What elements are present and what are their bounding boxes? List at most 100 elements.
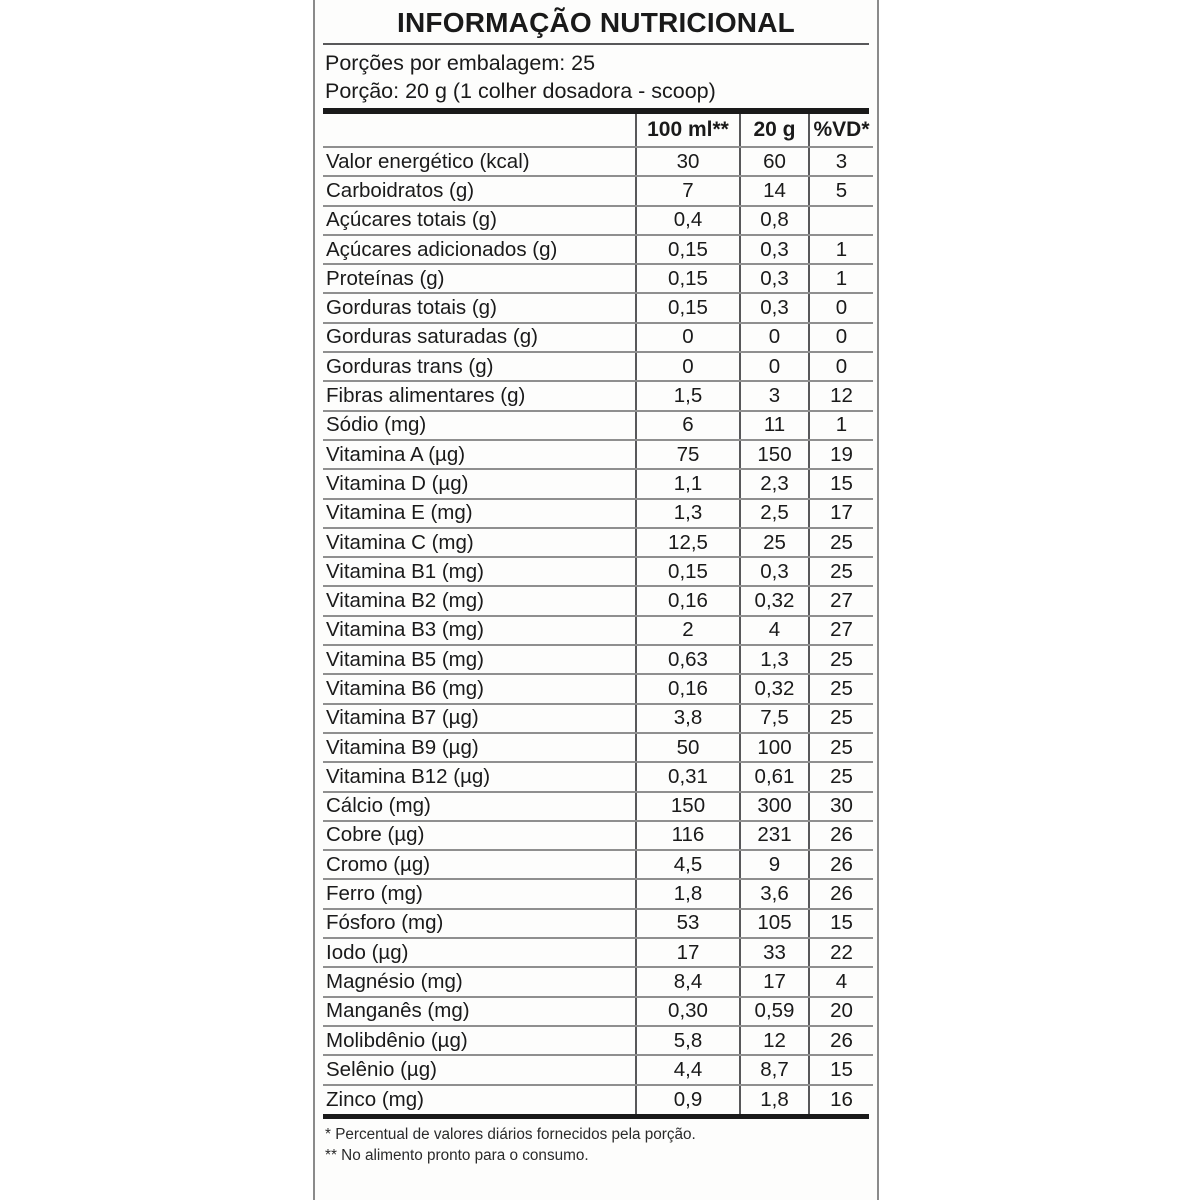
nutrient-value-3: 25 <box>808 762 873 793</box>
nutrient-value-2: 3,6 <box>739 879 809 910</box>
nutrient-value-1: 0 <box>635 352 740 383</box>
nutrient-value-1: 1,8 <box>635 879 740 910</box>
nutrient-value-3: 5 <box>808 176 873 207</box>
nutrient-name: Sódio (mg) <box>323 410 636 441</box>
table-row: Vitamina B9 (µg) 50 100 25 <box>323 732 873 764</box>
nutrient-value-2: 0,32 <box>739 674 809 705</box>
table-row: Vitamina C (mg) 12,5 25 25 <box>323 527 873 559</box>
column-header-100ml: 100 ml** <box>635 114 740 148</box>
table-row: Selênio (µg) 4,4 8,7 15 <box>323 1055 873 1086</box>
nutrient-name: Vitamina C (mg) <box>323 527 636 559</box>
nutrient-value-1: 1,5 <box>635 381 740 412</box>
nutrient-value-3: 27 <box>808 586 873 617</box>
nutrient-value-3: 1 <box>808 264 873 295</box>
nutrient-value-1: 12,5 <box>635 527 740 559</box>
nutrient-value-3 <box>808 205 873 236</box>
table-row: Zinco (mg) 0,9 1,8 16 <box>323 1084 873 1114</box>
nutrient-value-2: 3 <box>739 381 809 412</box>
nutrient-value-2: 2,3 <box>739 469 809 500</box>
nutrient-value-3: 1 <box>808 410 873 441</box>
table-row: Valor energético (kcal) 30 60 3 <box>323 147 873 178</box>
table-row: Proteínas (g) 0,15 0,3 1 <box>323 264 873 295</box>
table-row: Cromo (µg) 4,5 9 26 <box>323 850 873 881</box>
nutrient-value-2: 25 <box>739 527 809 559</box>
table-row: Vitamina B5 (mg) 0,63 1,3 25 <box>323 645 873 676</box>
nutrient-name: Vitamina B12 (µg) <box>323 762 636 793</box>
nutrient-name: Cobre (µg) <box>323 820 636 852</box>
nutrient-name: Açúcares adicionados (g) <box>323 234 636 266</box>
nutrient-value-3: 25 <box>808 732 873 764</box>
nutrition-table-body: Valor energético (kcal) 30 60 3 Carboidratos… <box>323 147 873 1114</box>
nutrient-value-2: 2,5 <box>739 498 809 529</box>
nutrient-value-2: 0,8 <box>739 205 809 236</box>
nutrient-value-2: 0,3 <box>739 264 809 295</box>
nutrient-name: Manganês (mg) <box>323 996 636 1027</box>
nutrient-value-3: 26 <box>808 820 873 852</box>
nutrient-value-1: 17 <box>635 938 740 969</box>
nutrient-value-1: 0,15 <box>635 234 740 266</box>
nutrient-value-3: 25 <box>808 527 873 559</box>
nutrient-name: Zinco (mg) <box>326 1087 424 1111</box>
nutrient-name: Vitamina B3 (mg) <box>323 615 636 647</box>
nutrient-value-2: 0 <box>739 322 809 354</box>
nutrient-value-3: 15 <box>808 469 873 500</box>
nutrient-value-2: 300 <box>739 791 809 822</box>
table-row: Manganês (mg) 0,30 0,59 20 <box>323 996 873 1027</box>
nutrient-value-3: 15 <box>808 908 873 940</box>
nutrient-name: Vitamina A (µg) <box>323 439 636 471</box>
nutrient-value-2: 0,59 <box>739 996 809 1027</box>
nutrient-value-3: 25 <box>808 674 873 705</box>
table-row: Carboidratos (g) 7 14 5 <box>323 176 873 207</box>
nutrient-value-1: 4,4 <box>635 1055 740 1086</box>
table-row: Gorduras saturadas (g) 0 0 0 <box>323 322 873 354</box>
nutrient-value-1: 0,15 <box>635 264 740 295</box>
table-row: Vitamina A (µg) 75 150 19 <box>323 439 873 471</box>
table-row: Magnésio (mg) 8,4 17 4 <box>323 967 873 998</box>
nutrient-value-1: 0,30 <box>635 996 740 1027</box>
table-row: Sódio (mg) 6 11 1 <box>323 410 873 441</box>
nutrient-value-2: 33 <box>739 938 809 969</box>
table-row: Gorduras totais (g) 0,15 0,3 0 <box>323 293 873 324</box>
nutrient-value-3: 25 <box>808 645 873 676</box>
nutrient-value-3: 0 <box>808 352 873 383</box>
nutrient-value-1: 6 <box>635 410 740 441</box>
table-row: Vitamina B12 (µg) 0,31 0,61 25 <box>323 762 873 793</box>
nutrient-name: Ferro (mg) <box>323 879 636 910</box>
nutrient-value-2: 11 <box>739 410 809 441</box>
nutrient-name: Selênio (µg) <box>323 1055 636 1086</box>
nutrient-value-3: 12 <box>808 381 873 412</box>
nutrient-value-1: 0,31 <box>635 762 740 793</box>
footnotes-block: * Percentual de valores diários fornecid… <box>323 1119 869 1166</box>
nutrient-value-3: 4 <box>808 967 873 998</box>
table-row: Iodo (µg) 17 33 22 <box>323 938 873 969</box>
nutrient-value-1: 116 <box>635 820 740 852</box>
nutrient-value-1: 0,4 <box>635 205 740 236</box>
table-row: Vitamina B6 (mg) 0,16 0,32 25 <box>323 674 873 705</box>
nutrient-name: Molibdênio (µg) <box>323 1025 636 1057</box>
nutrient-value-2: 231 <box>739 820 809 852</box>
nutrient-value-2: 4 <box>739 615 809 647</box>
nutrient-value-1: 5,8 <box>635 1025 740 1057</box>
nutrient-name: Carboidratos (g) <box>323 176 636 207</box>
nutrient-value-3: 15 <box>808 1055 873 1086</box>
nutrient-value-2: 0,32 <box>739 586 809 617</box>
servings-per-package: Porções por embalagem: 25 <box>325 51 596 75</box>
nutrient-value-2: 0,3 <box>739 557 809 588</box>
nutrient-value-3: 16 <box>808 1084 873 1114</box>
table-row: Ferro (mg) 1,8 3,6 26 <box>323 879 873 910</box>
nutrient-value-1: 3,8 <box>635 703 740 734</box>
nutrient-name: Fibras alimentares (g) <box>323 381 636 412</box>
nutrient-value-1: 1,3 <box>635 498 740 529</box>
nutrient-value-3: 17 <box>808 498 873 529</box>
nutrient-value-3: 27 <box>808 615 873 647</box>
label-title-block: INFORMAÇÃO NUTRICIONAL <box>323 0 869 45</box>
table-row: Fibras alimentares (g) 1,5 3 12 <box>323 381 873 412</box>
nutrient-value-3: 20 <box>808 996 873 1027</box>
nutrient-value-1: 4,5 <box>635 850 740 881</box>
nutrient-value-1: 53 <box>635 908 740 940</box>
nutrient-name: Cálcio (mg) <box>323 791 636 822</box>
nutrient-value-1: 2 <box>635 615 740 647</box>
nutrient-name: Vitamina B9 (µg) <box>323 732 636 764</box>
nutrient-value-3: 19 <box>808 439 873 471</box>
